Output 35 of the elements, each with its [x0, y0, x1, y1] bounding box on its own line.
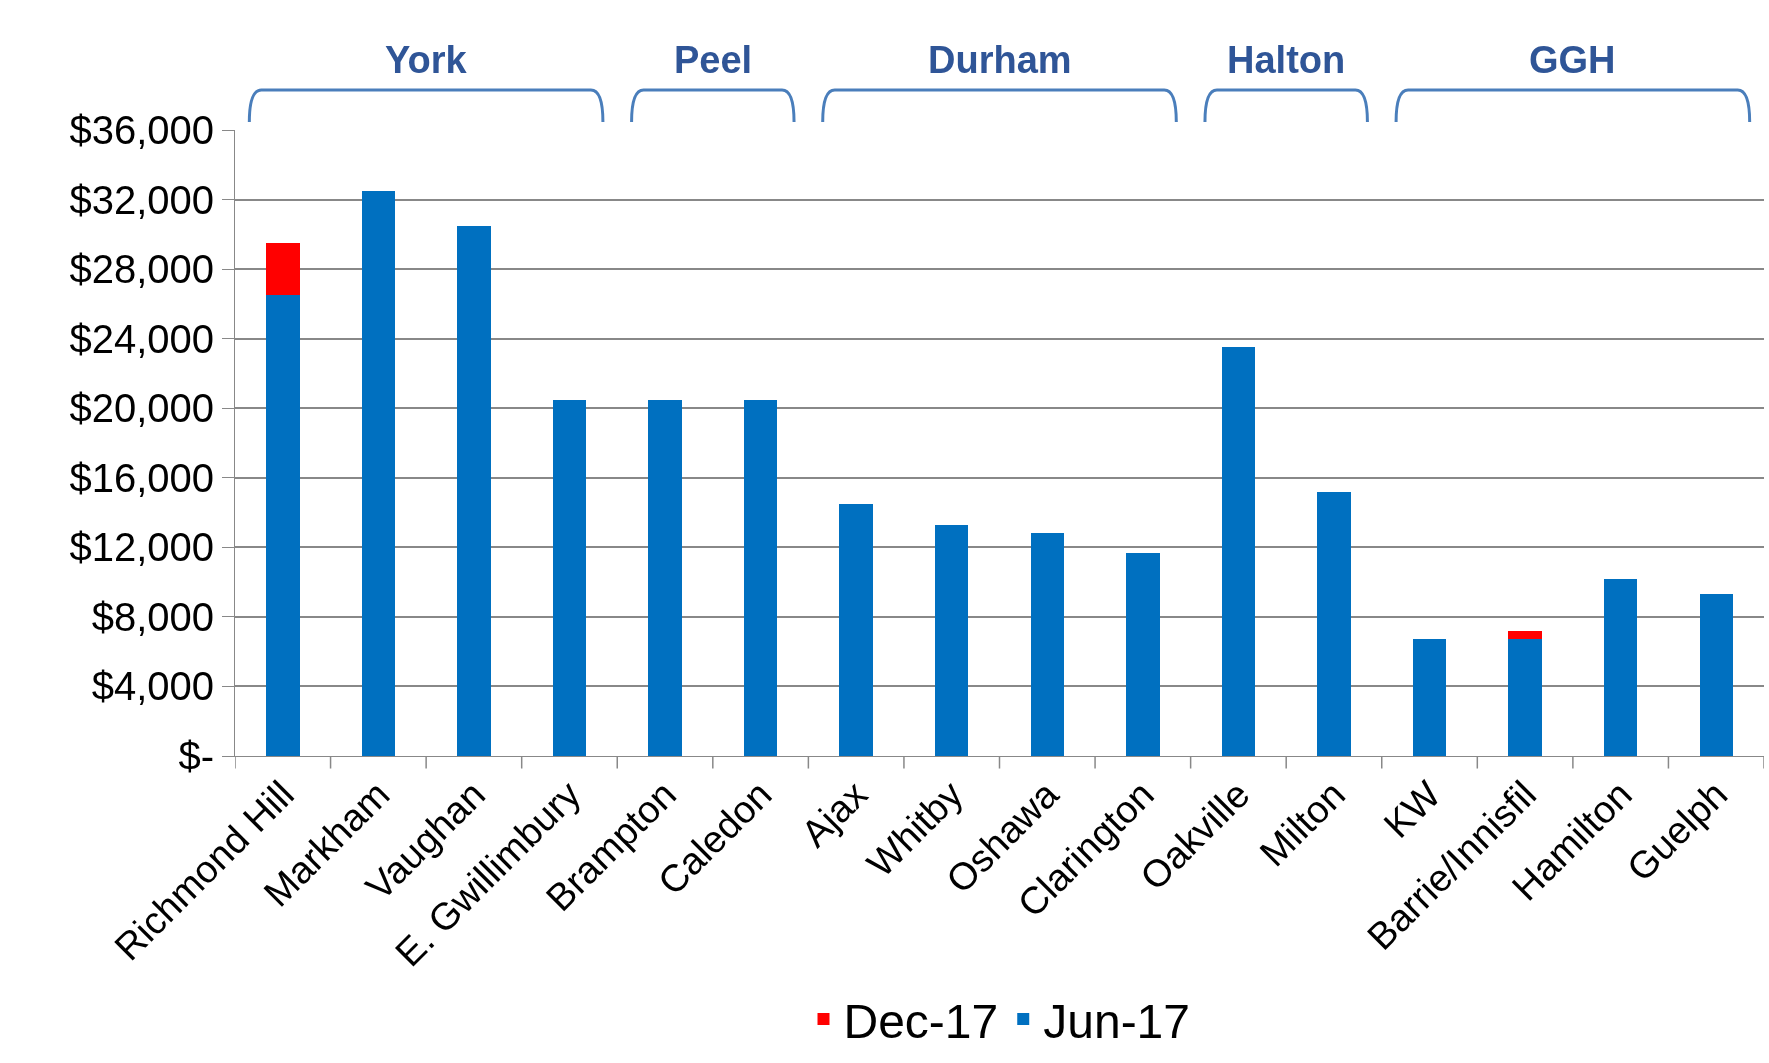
y-tick-label: $28,000: [69, 247, 214, 292]
bar: [552, 399, 587, 756]
y-tick-label: $-: [178, 734, 214, 778]
legend-label: Dec-17: [843, 994, 999, 1048]
bar: [1508, 639, 1542, 756]
bar: [839, 503, 873, 756]
text: GGH: [1529, 39, 1616, 81]
bar: [1412, 639, 1447, 756]
bar: [648, 399, 682, 756]
y-tick-label: $36,000: [69, 108, 214, 152]
text: Halton: [1227, 39, 1346, 81]
bar: [1603, 578, 1638, 756]
bar: [361, 190, 396, 756]
bar: [266, 295, 300, 756]
bar: [457, 225, 491, 756]
text: Peel: [674, 39, 753, 81]
y-tick-label: $24,000: [69, 316, 214, 361]
legend-label: Jun-17: [1043, 994, 1190, 1048]
y-tick-label: $32,000: [69, 177, 214, 222]
bar: [1030, 533, 1064, 756]
bar: [1508, 630, 1542, 640]
y-tick-label: $8,000: [91, 594, 214, 639]
bar: [1317, 491, 1351, 756]
y-tick-label: $20,000: [69, 386, 214, 431]
bar: [1126, 552, 1160, 756]
bar: [743, 399, 778, 756]
bar: [1699, 594, 1733, 756]
bar: [935, 524, 969, 756]
y-tick-label: $16,000: [69, 455, 214, 500]
y-tick-label: $4,000: [91, 664, 214, 709]
y-tick-label: $12,000: [69, 525, 214, 570]
text: Durham: [928, 39, 1072, 81]
text: York: [385, 39, 468, 81]
bar: [266, 243, 300, 296]
bar: [1221, 347, 1256, 756]
